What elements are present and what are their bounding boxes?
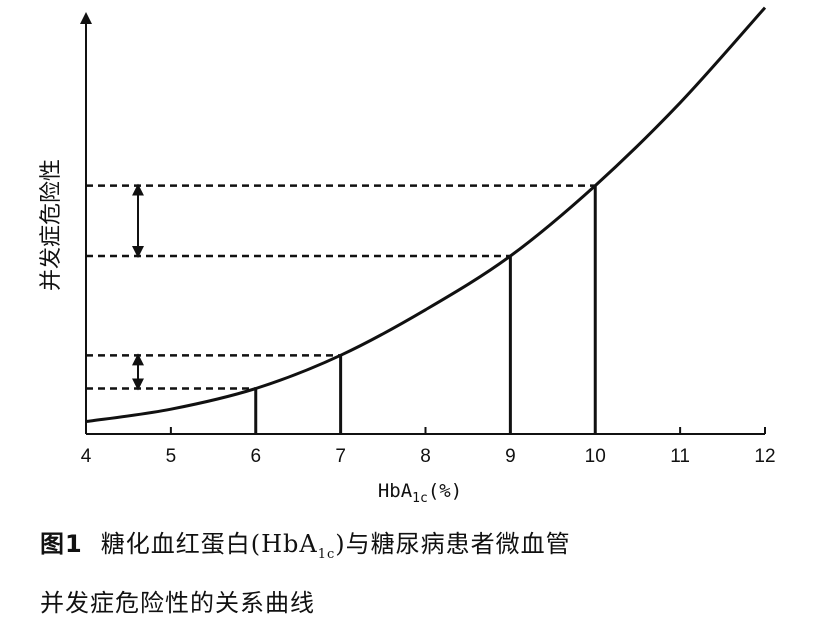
risk-curve (85, 6, 767, 424)
caption-line-1: 图1 糖化血红蛋白(HbA1c)与糖尿病患者微血管 (40, 520, 800, 579)
x-tick-label-6: 10 (585, 446, 606, 467)
caption-text-a: 糖化血红蛋白(HbA (100, 530, 318, 558)
x-tick-label-4: 8 (420, 446, 431, 467)
figure-caption: 图1 糖化血红蛋白(HbA1c)与糖尿病患者微血管 并发症危险性的关系曲线 (40, 520, 800, 627)
x-tick-label-0: 4 (81, 446, 92, 467)
caption-text-b: )与糖尿病患者微血管 (335, 530, 571, 558)
x-tick-label-1: 5 (166, 446, 177, 467)
caption-line-2: 并发症危险性的关系曲线 (40, 588, 315, 617)
x-axis-label-sub: 1c (412, 491, 428, 506)
chart: 4 5 6 7 8 9 10 11 12 并发症危险性 HbA1c(%) (39, 6, 776, 506)
x-tick-label-3: 7 (335, 446, 346, 467)
reference-guides (86, 184, 597, 434)
x-tick-label-7: 11 (670, 446, 690, 467)
x-axis-label-unit: (%) (428, 480, 462, 502)
x-tick-label-8: 12 (754, 446, 775, 467)
y-axis-label: 并发症危险性 (39, 159, 64, 291)
x-tick-label-2: 6 (250, 446, 261, 467)
x-tick-label-5: 9 (505, 446, 516, 467)
caption-subscript: 1c (317, 546, 336, 562)
figure-label: 图1 (40, 530, 83, 558)
x-axis-label: HbA1c(%) (378, 480, 462, 506)
x-axis-label-main: HbA (378, 480, 413, 502)
x-ticks: 4 5 6 7 8 9 10 11 12 (81, 427, 776, 467)
